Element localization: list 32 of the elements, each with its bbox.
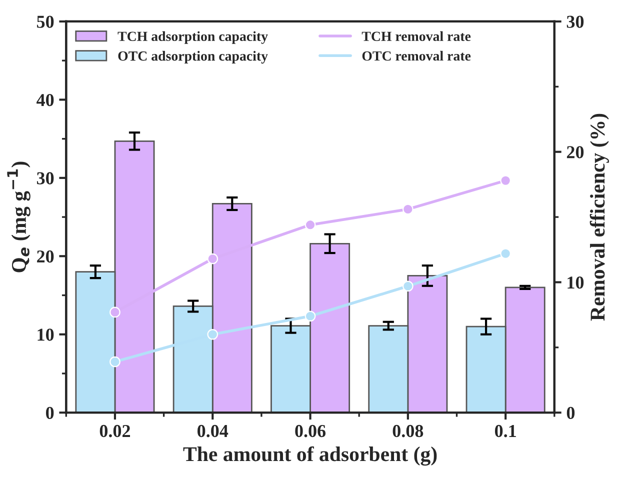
point <box>207 253 218 264</box>
point <box>110 306 120 318</box>
y-tick-label: 0 <box>46 406 54 420</box>
x-axis-title: The amount of adsorbent (g) <box>183 446 437 466</box>
point <box>110 356 120 368</box>
y2-tick-label: 20 <box>566 146 584 158</box>
y-tick-label: 10 <box>38 328 54 341</box>
y-tick-label: 30 <box>36 172 54 184</box>
y2-axis-title: Removal efficiency (%) <box>590 114 609 321</box>
y2-tick-label: 10 <box>568 276 584 289</box>
point <box>207 328 218 340</box>
y-tick-label: 20 <box>37 250 54 263</box>
y-tick-label: 50 <box>37 16 54 28</box>
x-tick-label: 0.1 <box>494 424 516 438</box>
y2-tick-label: 30 <box>566 16 584 28</box>
x-tick-label: 0.04 <box>198 424 228 438</box>
point <box>402 280 414 292</box>
legend-label: OTC removal rate <box>362 50 471 61</box>
point <box>304 310 316 322</box>
y-axis-title: Q$_{e}$ (mg g$^{−1}$) <box>7 162 30 272</box>
x-tick-label: 0.02 <box>100 424 130 438</box>
legend-label: TCH adsorption capacity <box>118 31 268 44</box>
y-tick-label: 40 <box>36 94 54 106</box>
x-tick-label: 0.06 <box>295 424 326 438</box>
x-tick-label: 0.08 <box>392 424 424 438</box>
point <box>304 219 316 230</box>
legend-label: OTC adsorption capacity <box>118 50 268 64</box>
y2-tick-label: 0 <box>566 406 575 420</box>
point <box>500 248 511 259</box>
point <box>402 204 414 215</box>
legend-label: TCH removal rate <box>362 31 471 42</box>
point <box>500 175 511 186</box>
